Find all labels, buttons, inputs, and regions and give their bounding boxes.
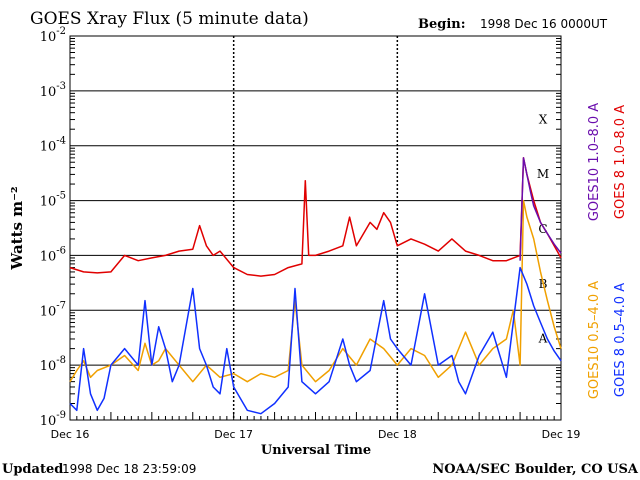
x-tick-label: Dec 18 <box>378 428 417 441</box>
series-line <box>69 266 562 415</box>
series-layer <box>69 157 562 415</box>
y-tick-label: 10-3 <box>40 81 66 100</box>
begin-label: Begin: <box>418 17 466 32</box>
y-tick-label: 10-9 <box>40 410 66 429</box>
x-tick-label: Dec 19 <box>542 428 581 441</box>
x-axis-label: Universal Time <box>261 443 371 458</box>
flare-class-label: X <box>539 112 548 126</box>
y-axis-label: Watts m⁻² <box>8 186 26 270</box>
legend-entry: GOES10 0.5–4.0 A <box>587 281 602 399</box>
updated-label: Updated <box>2 462 63 477</box>
y-tick-label: 10-7 <box>40 300 66 319</box>
x-tick-label: Dec 16 <box>51 428 90 441</box>
flare-class-label: M <box>537 167 549 181</box>
y-tick-label: 10-4 <box>40 136 66 155</box>
plot-frame <box>69 35 562 421</box>
credit-text: NOAA/SEC Boulder, CO USA <box>432 462 639 477</box>
updated-value: 1998 Dec 18 23:59:09 <box>62 462 196 476</box>
legend-entry: GOES 8 1.0–8.0 A <box>613 105 628 219</box>
flare-class-label: C <box>538 222 547 236</box>
legend-entry: GOES 8 0.5–4.0 A <box>613 283 628 397</box>
x-tick-label: Dec 17 <box>214 428 253 441</box>
legend: GOES10 1.0–8.0 A GOES 8 1.0–8.0 A GOES10 0… <box>587 103 628 399</box>
y-tick-label: 10-8 <box>40 355 66 374</box>
y-tick-label: 10-5 <box>40 191 66 210</box>
begin-value: 1998 Dec 16 0000UT <box>480 17 608 31</box>
series-line <box>519 157 562 261</box>
legend-entry: GOES10 1.0–8.0 A <box>587 103 602 221</box>
series-line <box>69 157 562 277</box>
chart-title: GOES Xray Flux (5 minute data) <box>30 9 309 29</box>
y-tick-label: 10-2 <box>40 26 66 45</box>
y-tick-label: 10-6 <box>40 245 66 264</box>
flare-class-label: A <box>538 332 548 346</box>
series-line <box>69 199 562 383</box>
